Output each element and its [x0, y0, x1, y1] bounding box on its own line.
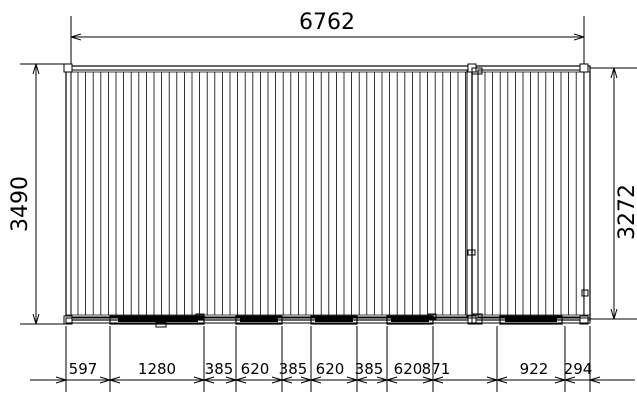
overall-width-label: 6762 [299, 10, 355, 35]
bottom-dimension-label: 1280 [138, 360, 176, 378]
left-height-label: 3490 [8, 176, 33, 232]
dimension-arrow [431, 376, 444, 384]
bottom-dimension-chain: 597 1280 385 620 385 620 385 620 871 922 294 [30, 326, 635, 392]
dimension-arrow [108, 376, 121, 384]
bottom-openings [109, 313, 563, 328]
dimension-arrow [563, 376, 576, 384]
bottom-dimension-label: 922 [520, 360, 549, 378]
roof-slats-right [484, 72, 585, 315]
bottom-dimension-label: 294 [564, 360, 593, 378]
bottom-dimension-label: 620 [394, 360, 423, 378]
left-height-dimension: 3490 [8, 63, 66, 325]
bottom-dimension-label: 385 [205, 360, 234, 378]
dimension-arrow [355, 376, 368, 384]
dimension-arrow [495, 376, 508, 384]
dimension-arrow [309, 376, 322, 384]
right-height-dimension: 3272 [590, 67, 637, 320]
roof-slats-left [77, 72, 467, 315]
bottom-dimension-label: 385 [279, 360, 308, 378]
dimension-arrow [234, 376, 247, 384]
overall-width-dimension: 6762 [70, 10, 585, 64]
dimension-arrow [280, 376, 293, 384]
dimension-arrow [202, 376, 215, 384]
bottom-dimension-label: 597 [69, 360, 98, 378]
bottom-dimension-label: 620 [316, 360, 345, 378]
bottom-dimension-label: 620 [241, 360, 270, 378]
right-height-label: 3272 [615, 184, 637, 240]
bottom-dimension-label: 871 [422, 360, 451, 378]
enclosure-plan [63, 63, 591, 328]
bottom-dimension-label: 385 [355, 360, 384, 378]
dimension-arrow [385, 376, 398, 384]
